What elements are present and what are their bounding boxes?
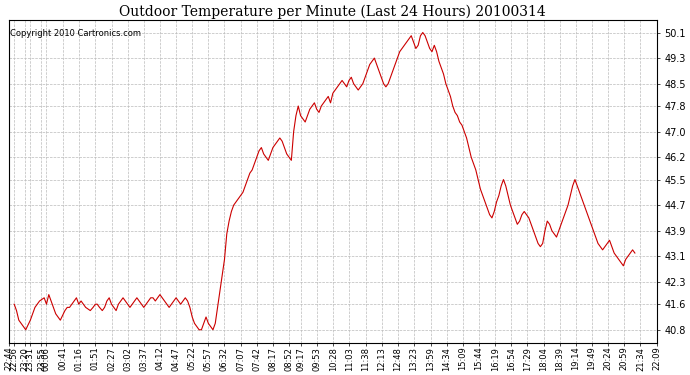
Title: Outdoor Temperature per Minute (Last 24 Hours) 20100314: Outdoor Temperature per Minute (Last 24 …: [119, 4, 546, 18]
Text: Copyright 2010 Cartronics.com: Copyright 2010 Cartronics.com: [10, 29, 141, 38]
